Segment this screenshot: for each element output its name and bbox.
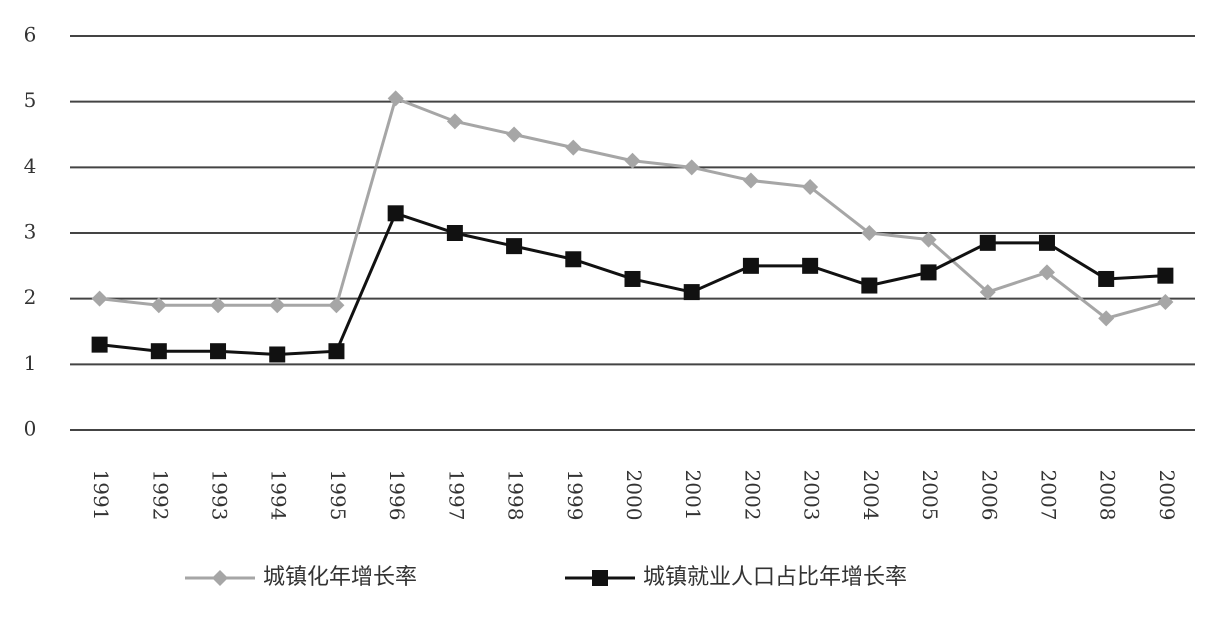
point xyxy=(1098,310,1115,327)
point xyxy=(210,297,227,314)
x-tick-label: 1999 xyxy=(563,470,587,521)
point xyxy=(269,346,286,363)
y-tick-label: 0 xyxy=(24,417,37,441)
point xyxy=(269,297,286,314)
point xyxy=(506,238,523,255)
x-tick-label: 1993 xyxy=(208,470,232,521)
y-tick-label: 6 xyxy=(24,23,37,47)
x-tick-label: 2007 xyxy=(1036,470,1060,521)
point xyxy=(1157,267,1174,284)
legend-marker xyxy=(592,570,608,586)
point xyxy=(328,343,345,360)
legend-label: 城镇化年增长率 xyxy=(263,565,417,590)
x-tick-label: 2001 xyxy=(681,470,705,521)
x-tick-label: 2008 xyxy=(1096,470,1120,521)
y-tick-label: 1 xyxy=(24,351,37,375)
y-tick-label: 3 xyxy=(24,220,37,244)
x-tick-label: 2000 xyxy=(622,470,646,521)
legend-label: 城镇就业人口占比年增长率 xyxy=(643,565,907,590)
x-tick-label: 2002 xyxy=(740,470,764,521)
point xyxy=(446,113,463,130)
point xyxy=(920,231,937,248)
point xyxy=(802,257,819,274)
point xyxy=(1038,264,1055,281)
point xyxy=(861,225,878,241)
y-tick-label: 2 xyxy=(24,285,37,309)
point xyxy=(1038,234,1055,251)
x-tick-label: 2004 xyxy=(859,470,883,521)
x-tick-label: 1995 xyxy=(326,470,350,521)
x-tick-label: 1996 xyxy=(385,470,409,521)
point xyxy=(387,205,404,222)
point xyxy=(683,159,700,176)
y-tick-label: 5 xyxy=(24,88,37,112)
point xyxy=(506,126,523,143)
x-tick-label: 1992 xyxy=(148,470,172,521)
x-tick-label: 1991 xyxy=(89,470,113,521)
point xyxy=(624,152,641,169)
point xyxy=(1098,270,1115,287)
point xyxy=(802,179,819,196)
point xyxy=(683,284,700,301)
x-tick-label: 1998 xyxy=(504,470,528,521)
point xyxy=(979,284,996,301)
point xyxy=(920,264,937,281)
point xyxy=(210,343,227,360)
x-tick-label: 1997 xyxy=(444,470,468,521)
legend-marker xyxy=(212,570,228,586)
point xyxy=(565,251,582,268)
point xyxy=(742,172,759,189)
point xyxy=(150,297,167,314)
point xyxy=(742,257,759,274)
y-tick-label: 4 xyxy=(24,154,37,178)
point xyxy=(979,234,996,251)
point xyxy=(861,277,878,294)
point xyxy=(565,139,582,156)
point xyxy=(387,90,404,107)
point xyxy=(446,225,463,241)
point xyxy=(328,297,345,314)
x-tick-label: 2005 xyxy=(918,470,942,521)
point xyxy=(624,270,641,287)
point xyxy=(91,290,108,307)
point xyxy=(150,343,167,360)
x-tick-label: 2003 xyxy=(800,470,824,521)
point xyxy=(91,336,108,353)
x-tick-label: 2009 xyxy=(1155,470,1179,521)
point xyxy=(1157,293,1174,310)
x-tick-label: 2006 xyxy=(977,470,1001,521)
x-tick-label: 1994 xyxy=(267,470,291,521)
